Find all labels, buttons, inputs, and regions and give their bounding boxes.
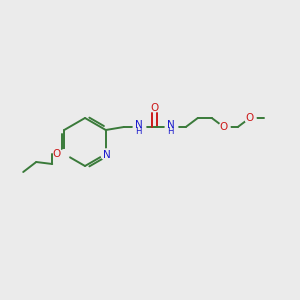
Text: O: O: [151, 103, 159, 113]
Text: N: N: [135, 121, 143, 130]
Text: N: N: [167, 121, 175, 130]
Text: O: O: [52, 149, 60, 159]
Text: O: O: [246, 113, 254, 123]
Text: H: H: [136, 128, 142, 136]
Text: O: O: [220, 122, 228, 132]
Text: N: N: [103, 150, 111, 160]
Text: H: H: [167, 128, 174, 136]
